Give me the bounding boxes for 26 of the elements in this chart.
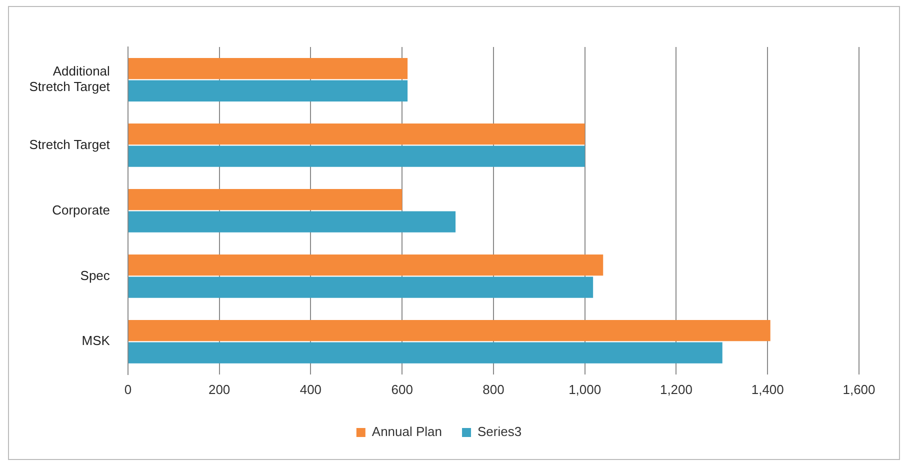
bar <box>128 254 604 276</box>
bar <box>128 211 456 232</box>
bar <box>128 188 402 210</box>
bar <box>128 80 408 102</box>
y-tick-label: MSK <box>82 333 110 348</box>
x-tick-label: 1,000 <box>568 382 602 397</box>
bar <box>128 146 585 167</box>
x-tick-label: 800 <box>482 382 504 397</box>
y-tick-label: Spec <box>80 268 110 283</box>
bar <box>128 58 408 80</box>
y-tick-label: Stretch Target <box>29 136 110 152</box>
bar <box>128 124 585 145</box>
x-tick-label: 0 <box>124 382 132 397</box>
legend-label: Annual Plan <box>372 424 442 440</box>
y-tick-label: Additional Stretch Target <box>29 64 110 94</box>
x-tick-label: 600 <box>391 382 413 397</box>
bar <box>128 276 594 298</box>
y-tick-label: Corporate <box>52 202 110 218</box>
bar <box>128 342 722 364</box>
legend-label: Series3 <box>478 424 522 440</box>
x-tick-label: 1,400 <box>751 382 784 397</box>
x-tick-label: 1,600 <box>842 382 876 397</box>
x-tick-label: 1,200 <box>660 382 693 397</box>
x-tick-label: 200 <box>208 382 230 397</box>
x-tick-label: 400 <box>300 382 322 397</box>
bar <box>128 320 770 342</box>
